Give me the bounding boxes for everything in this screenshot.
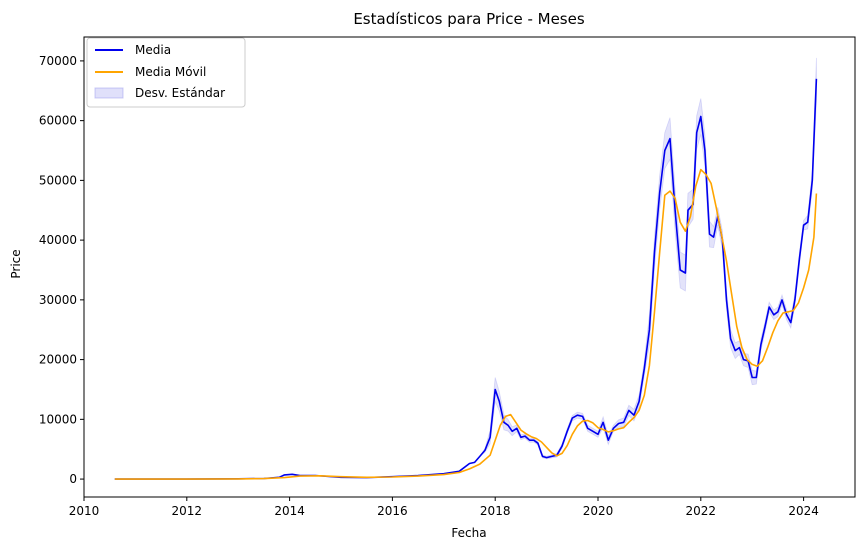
series-line-media-movil (114, 168, 818, 480)
y-axis: 0 10000 20000 30000 40000 50000 60000 70000 (39, 54, 84, 486)
legend-frame (86, 37, 246, 108)
x-tick-label: 2022 (686, 504, 717, 518)
legend-label-media-movil: Media Móvil (135, 65, 206, 79)
x-tick-label: 2016 (377, 504, 408, 518)
plot-frame (83, 36, 856, 498)
x-tick-label: 2020 (583, 504, 614, 518)
y-tick-label: 60000 (39, 114, 77, 128)
legend-swatch-std-dev (94, 87, 124, 99)
x-tick-label: 2010 (69, 504, 100, 518)
series-layer (114, 78, 818, 480)
y-tick-label: 50000 (39, 173, 77, 187)
y-tick-label: 20000 (39, 353, 77, 367)
x-tick-label: 2014 (274, 504, 305, 518)
chart-title: Estadísticos para Price - Meses (353, 10, 585, 28)
y-tick-label: 10000 (39, 412, 77, 426)
legend-label-std-dev: Desv. Estándar (135, 86, 225, 100)
series-line-media (114, 78, 818, 480)
y-tick-label: 40000 (39, 233, 77, 247)
legend: Media Media Móvil Desv. Estándar (86, 37, 246, 108)
y-tick-label: 70000 (39, 54, 77, 68)
x-axis-label: Fecha (451, 526, 486, 540)
legend-label-media: Media (135, 43, 171, 57)
y-tick-label: 30000 (39, 293, 77, 307)
y-tick-label: 0 (69, 472, 77, 486)
x-tick-label: 2024 (788, 504, 819, 518)
y-axis-label: Price (9, 249, 23, 278)
x-axis: 2010 2012 2014 2016 2018 2020 2022 2024 (69, 497, 819, 518)
x-tick-label: 2018 (480, 504, 511, 518)
x-tick-label: 2012 (172, 504, 203, 518)
